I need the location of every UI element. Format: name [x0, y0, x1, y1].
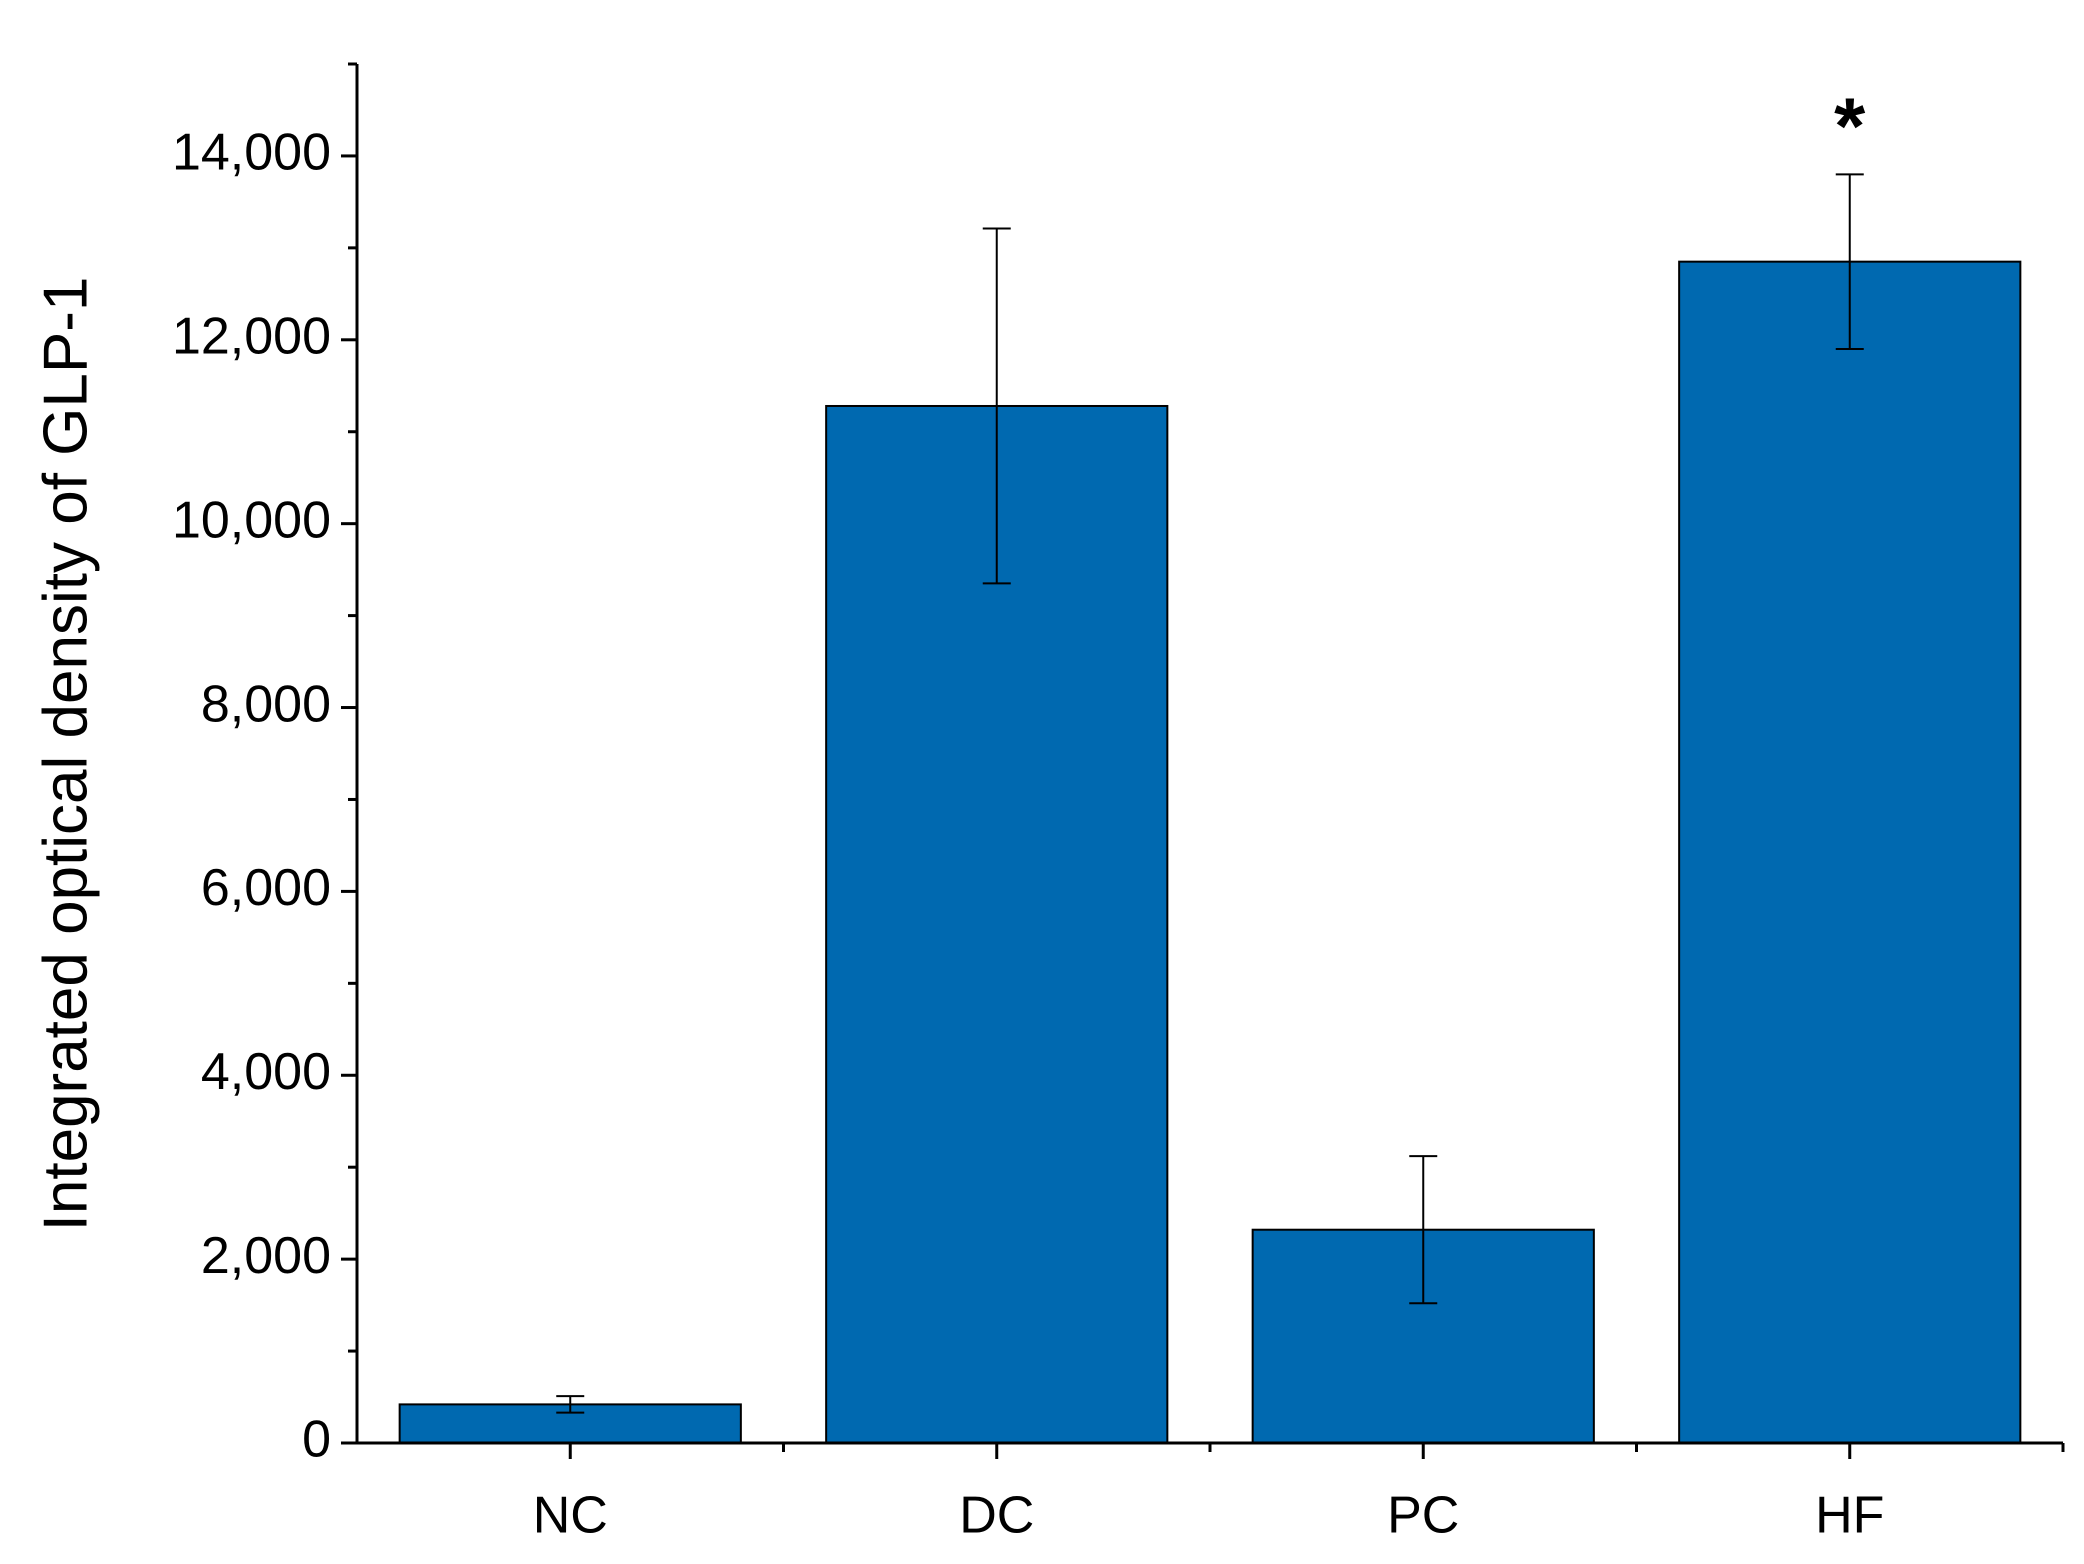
error-bar — [982, 227, 1011, 585]
y-tick-label: 6,000 — [201, 859, 331, 917]
error-bar — [1835, 173, 1864, 350]
x-tick-label: PC — [1387, 1487, 1459, 1545]
y-tick-label: 4,000 — [201, 1043, 331, 1101]
y-tick-label: 0 — [302, 1411, 331, 1469]
error-bar — [1409, 1155, 1438, 1305]
y-tick-label: 2,000 — [201, 1227, 331, 1285]
x-tick-label: NC — [533, 1487, 608, 1545]
y-tick-label: 10,000 — [172, 491, 331, 549]
annotation: * — [1834, 81, 1866, 170]
x-tick-label: DC — [959, 1487, 1034, 1545]
y-axis-title: Integrated optical density of GLP-1 — [31, 277, 100, 1232]
bar — [1678, 260, 2022, 1445]
y-tick-label: 12,000 — [172, 308, 331, 366]
error-bar — [556, 1395, 585, 1414]
y-tick-label: 8,000 — [201, 675, 331, 733]
y-tick-label: 14,000 — [172, 124, 331, 182]
x-tick-label: HF — [1815, 1487, 1884, 1545]
